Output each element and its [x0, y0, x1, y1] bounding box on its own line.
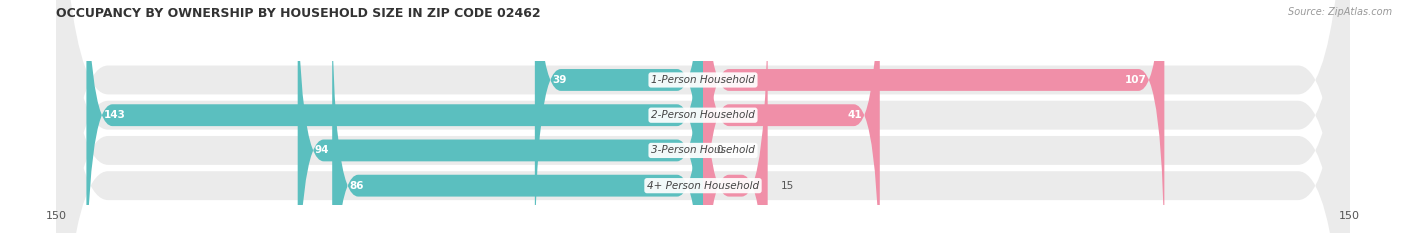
FancyBboxPatch shape: [56, 0, 1350, 233]
Text: 107: 107: [1125, 75, 1147, 85]
Text: 41: 41: [848, 110, 862, 120]
Text: Source: ZipAtlas.com: Source: ZipAtlas.com: [1288, 7, 1392, 17]
Text: 3-Person Household: 3-Person Household: [651, 145, 755, 155]
FancyBboxPatch shape: [332, 0, 703, 233]
Text: 15: 15: [780, 181, 794, 191]
FancyBboxPatch shape: [86, 0, 703, 233]
Text: 4+ Person Household: 4+ Person Household: [647, 181, 759, 191]
Text: 0: 0: [716, 145, 723, 155]
FancyBboxPatch shape: [56, 0, 1350, 233]
Text: 86: 86: [350, 181, 364, 191]
FancyBboxPatch shape: [703, 0, 880, 233]
FancyBboxPatch shape: [534, 0, 703, 233]
FancyBboxPatch shape: [56, 0, 1350, 233]
FancyBboxPatch shape: [703, 0, 768, 233]
Text: 143: 143: [104, 110, 125, 120]
Text: OCCUPANCY BY OWNERSHIP BY HOUSEHOLD SIZE IN ZIP CODE 02462: OCCUPANCY BY OWNERSHIP BY HOUSEHOLD SIZE…: [56, 7, 541, 20]
FancyBboxPatch shape: [703, 0, 1164, 233]
Text: 2-Person Household: 2-Person Household: [651, 110, 755, 120]
Text: 94: 94: [315, 145, 329, 155]
FancyBboxPatch shape: [298, 0, 703, 233]
Text: 1-Person Household: 1-Person Household: [651, 75, 755, 85]
Text: 39: 39: [553, 75, 567, 85]
FancyBboxPatch shape: [56, 0, 1350, 233]
